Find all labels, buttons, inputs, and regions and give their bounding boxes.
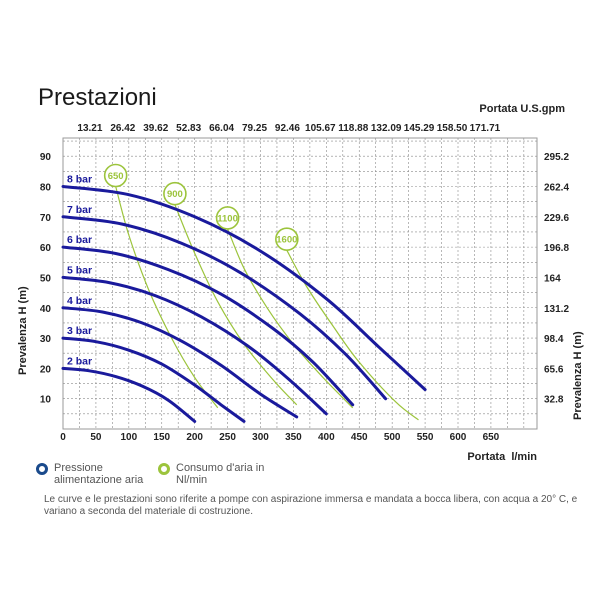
pressure-curve-label: 8 bar — [67, 174, 92, 186]
top-tick-label: 132.09 — [371, 123, 402, 134]
top-tick-label: 79.25 — [242, 123, 267, 134]
top-tick-label: 118.88 — [338, 123, 368, 134]
pressure-curve-label: 6 bar — [67, 234, 92, 246]
top-tick-label: 158.50 — [437, 123, 468, 134]
top-tick-label: 92.46 — [275, 123, 300, 134]
pressure-legend-label: Pressione alimentazione aria — [54, 462, 144, 486]
x-tick-label: 300 — [252, 432, 269, 443]
top-tick-label: 52.83 — [176, 123, 201, 134]
right-tick-label: 32.8 — [544, 395, 564, 406]
y-tick-label: 60 — [40, 243, 52, 254]
air-curve-label: 650 — [108, 171, 124, 182]
air-curve — [227, 228, 354, 409]
legend-pressure: Pressione alimentazione aria — [36, 462, 164, 486]
pressure-curve — [61, 336, 246, 423]
right-tick-label: 98.4 — [544, 334, 564, 345]
x-tick-label: 600 — [450, 432, 467, 443]
air-curve — [115, 186, 219, 409]
x-axis-label: Portata l/min — [467, 451, 537, 460]
pressure-curve — [61, 275, 328, 416]
pressure-curve-label: 5 bar — [67, 264, 92, 276]
x-tick-label: 50 — [90, 432, 102, 443]
x-tick-label: 250 — [219, 432, 236, 443]
air-curve-marker — [215, 206, 240, 230]
top-tick-label: 105.67 — [305, 123, 336, 134]
top-axis-label: Portata U.S.gpm — [479, 103, 565, 115]
x-tick-label: 350 — [285, 432, 302, 443]
y-tick-label: 30 — [40, 334, 52, 345]
pressure-curve-label: 4 bar — [67, 295, 92, 307]
air-legend-icon — [158, 463, 170, 475]
legend-air: Consumo d'aria in Nl/min — [158, 462, 286, 486]
pressure-curves — [61, 185, 427, 423]
x-tick-label: 100 — [120, 432, 137, 443]
air-curve-marker — [163, 181, 187, 206]
top-tick-label: 26.42 — [110, 123, 135, 134]
air-curve-label: 1600 — [276, 235, 297, 246]
y-tick-label: 10 — [40, 395, 52, 406]
y-tick-label: 70 — [40, 213, 52, 224]
pressure-legend-icon — [36, 463, 48, 475]
top-tick-label: 13.21 — [77, 123, 102, 134]
right-tick-label: 262.4 — [544, 183, 569, 194]
air-curve-marker — [275, 227, 299, 251]
page-title: Prestazioni — [38, 84, 157, 111]
right-tick-label: 229.6 — [544, 213, 569, 224]
air-curve-label: 1100 — [217, 213, 238, 224]
right-tick-label: 295.2 — [544, 152, 569, 163]
right-tick-label: 131.2 — [544, 304, 569, 315]
plot-area — [62, 137, 538, 430]
pressure-curve-label: 3 bar — [67, 325, 92, 337]
top-tick-label: 171.71 — [470, 123, 501, 134]
top-tick-label: 145.29 — [404, 123, 435, 134]
pressure-curve — [61, 185, 427, 392]
y-axis-label-left: Prevalenza H (m) — [17, 286, 29, 375]
x-tick-label: 650 — [483, 432, 500, 443]
pressure-curve — [61, 245, 355, 407]
y-tick-label: 50 — [40, 273, 52, 284]
x-tick-label: 500 — [384, 432, 401, 443]
x-tick-label: 550 — [417, 432, 434, 443]
y-tick-label: 90 — [40, 152, 52, 163]
y-tick-label: 20 — [40, 364, 52, 375]
right-tick-label: 65.6 — [544, 364, 564, 375]
right-tick-label: 196.8 — [544, 243, 569, 254]
x-tick-label: 450 — [351, 432, 368, 443]
top-tick-label: 66.04 — [209, 123, 234, 134]
axis-ticks: 0 50 100 150 200 250 300 350 400 450 500 550 600 650 1… — [40, 123, 570, 443]
x-tick-label: 200 — [186, 432, 203, 443]
pressure-curve-label: 2 bar — [67, 355, 92, 367]
pressure-curve — [61, 306, 299, 419]
top-tick-label: 39.62 — [143, 123, 168, 134]
x-tick-label: 400 — [318, 432, 335, 443]
y-tick-label: 80 — [40, 183, 52, 194]
y-axis-label-right: Prevalenza H (m) — [572, 331, 584, 420]
footnote: Le curve e le prestazioni sono riferite … — [44, 494, 578, 517]
air-legend-label: Consumo d'aria in Nl/min — [176, 462, 265, 486]
air-curve-marker — [103, 163, 128, 188]
air-curve-label: 900 — [167, 189, 183, 200]
pressure-curve — [61, 215, 388, 401]
pressure-curve-label: 7 bar — [67, 204, 92, 216]
pressure-curve — [61, 366, 197, 423]
x-tick-label: 150 — [153, 432, 170, 443]
x-tick-label: 0 — [60, 432, 66, 443]
right-tick-label: 164 — [544, 273, 561, 284]
y-tick-label: 40 — [40, 304, 52, 315]
curve-labels: 650 900 1100 1600 2 bar 3 bar 4 bar 5 bar 6 bar 7… — [67, 163, 299, 367]
